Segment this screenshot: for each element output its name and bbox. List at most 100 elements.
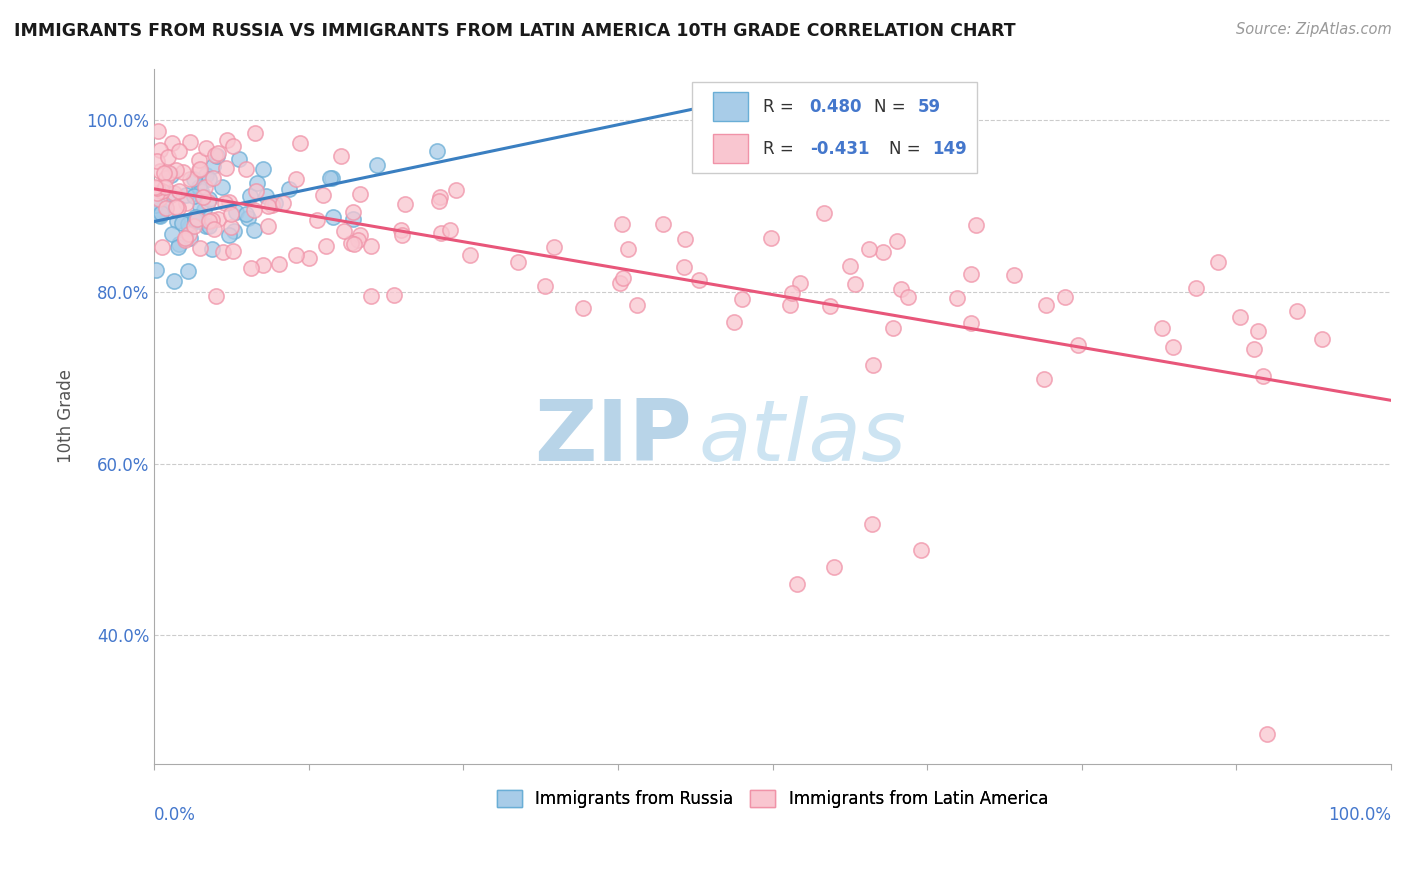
Point [626, 298, 648, 312]
Point [215, 161, 238, 175]
Point [305, 213, 328, 227]
Point [288, 136, 311, 151]
Point [145, 181, 167, 195]
Point [609, 276, 631, 290]
Point [157, 166, 180, 180]
Point [160, 168, 183, 182]
Point [188, 242, 211, 256]
Point [333, 224, 356, 238]
Point [238, 211, 260, 225]
Point [360, 289, 382, 303]
Point [360, 239, 382, 253]
Point [183, 171, 205, 186]
Point [155, 170, 177, 185]
Point [157, 187, 180, 202]
Point [176, 188, 198, 202]
Point [257, 199, 280, 213]
Point [382, 288, 405, 302]
Point [779, 298, 801, 312]
Point [162, 136, 184, 150]
Point [222, 139, 245, 153]
Point [1312, 332, 1334, 346]
FancyBboxPatch shape [692, 82, 977, 173]
Text: R =: R = [762, 98, 799, 116]
Point [342, 211, 364, 226]
Point [179, 171, 201, 186]
Point [269, 256, 291, 270]
Point [160, 227, 183, 241]
Point [172, 165, 194, 179]
Point [150, 184, 173, 198]
Point [429, 194, 451, 208]
Point [188, 161, 211, 176]
Point [1032, 371, 1054, 385]
Point [321, 211, 343, 225]
Point [219, 207, 242, 221]
Point [205, 289, 228, 303]
Point [1206, 255, 1229, 269]
Point [1247, 324, 1270, 338]
Point [910, 542, 932, 557]
Point [163, 186, 186, 200]
Point [1035, 298, 1057, 312]
Point [179, 135, 201, 149]
Point [818, 299, 841, 313]
Point [965, 219, 987, 233]
Point [252, 162, 274, 177]
Point [166, 214, 188, 228]
Point [169, 237, 191, 252]
Point [198, 219, 221, 234]
Point [207, 212, 229, 227]
Point [298, 251, 321, 265]
Text: 0.480: 0.480 [810, 98, 862, 116]
Text: R =: R = [762, 139, 799, 158]
Point [426, 144, 449, 158]
Point [167, 184, 190, 198]
Point [278, 182, 301, 196]
Point [193, 202, 215, 217]
Point [761, 231, 783, 245]
Point [190, 184, 212, 198]
Point [218, 227, 240, 242]
Text: N =: N = [889, 139, 925, 158]
Point [211, 245, 233, 260]
Point [179, 231, 201, 245]
Point [897, 290, 920, 304]
Point [342, 205, 364, 219]
Point [188, 199, 211, 213]
Text: 59: 59 [917, 98, 941, 116]
Point [150, 240, 173, 254]
Point [146, 186, 169, 200]
Point [612, 217, 634, 231]
Point [243, 223, 266, 237]
Point [183, 189, 205, 203]
Point [194, 219, 217, 234]
Point [946, 291, 969, 305]
Point [207, 145, 229, 160]
Point [148, 208, 170, 222]
Point [284, 172, 307, 186]
Point [202, 221, 225, 235]
Point [389, 223, 412, 237]
Point [145, 197, 167, 211]
Point [723, 315, 745, 329]
Point [731, 292, 754, 306]
Point [271, 195, 294, 210]
Point [340, 235, 363, 250]
Point [246, 177, 269, 191]
Point [862, 358, 884, 372]
Point [391, 227, 413, 242]
Point [146, 124, 169, 138]
Point [187, 180, 209, 194]
Point [1185, 281, 1208, 295]
Point [235, 207, 257, 221]
Point [617, 242, 640, 256]
Point [149, 164, 172, 178]
Point [260, 198, 283, 212]
Point [198, 192, 221, 206]
Point [228, 152, 250, 166]
Point [186, 210, 208, 224]
Text: IMMIGRANTS FROM RUSSIA VS IMMIGRANTS FROM LATIN AMERICA 10TH GRADE CORRELATION C: IMMIGRANTS FROM RUSSIA VS IMMIGRANTS FRO… [14, 22, 1015, 40]
Point [243, 126, 266, 140]
Point [219, 220, 242, 235]
